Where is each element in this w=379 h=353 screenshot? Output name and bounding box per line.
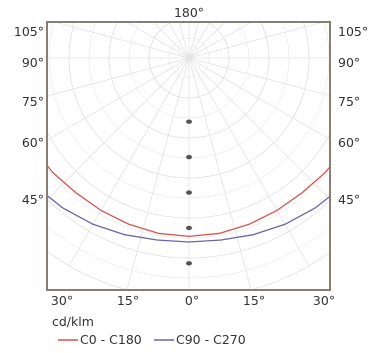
radial-value-marker	[186, 119, 192, 124]
grid-spoke	[188, 23, 251, 59]
grid-spoke	[188, 23, 322, 59]
series-layer	[48, 165, 329, 243]
grid-spoke	[68, 57, 190, 267]
grid-circle	[48, 199, 329, 259]
grid-spoke	[188, 57, 310, 267]
grid-spoke	[126, 57, 190, 289]
grid-circle	[48, 251, 329, 289]
left-angle-label-105: 105°	[14, 24, 44, 39]
grid-spoke	[153, 23, 190, 59]
bottom-angle-label-0: 0°	[185, 293, 199, 308]
right-angle-label-60: 60°	[338, 135, 360, 150]
left-angle-label-75: 75°	[22, 94, 44, 109]
top-angle-label: 180°	[174, 5, 204, 20]
bottom-angle-label-30-right: 30°	[313, 293, 335, 308]
series-line-c90-c270	[48, 195, 329, 243]
polar-grid	[48, 23, 329, 289]
bottom-angle-label-15-right: 15°	[243, 293, 265, 308]
unit-label: cd/klm	[52, 314, 94, 329]
right-angle-label-45: 45°	[338, 192, 360, 207]
left-angle-label-45: 45°	[22, 192, 44, 207]
grid-spoke	[188, 57, 329, 96]
grid-spoke	[188, 57, 252, 289]
radial-value-marker	[186, 261, 192, 266]
grid-spoke	[188, 57, 329, 140]
left-angle-label-90: 90°	[22, 55, 44, 70]
series-line-c0-c180	[48, 165, 329, 238]
grid-spoke	[127, 23, 190, 59]
plot-frame	[46, 21, 331, 291]
grid-spoke	[188, 23, 225, 59]
grid-spoke	[48, 57, 190, 97]
grid-spoke	[48, 57, 190, 200]
right-angle-label-75: 75°	[338, 94, 360, 109]
grid-spoke	[48, 57, 190, 140]
grid-spoke	[188, 23, 210, 59]
radial-value-marker	[186, 154, 192, 160]
radial-value-marker	[186, 190, 192, 195]
legend-label-c90-c270: C90 - C270	[176, 332, 246, 347]
left-angle-label-60: 60°	[22, 135, 44, 150]
grid-spoke	[188, 57, 329, 199]
right-angle-label-90: 90°	[338, 55, 360, 70]
radial-value-markers	[186, 119, 192, 266]
legend-label-c0-c180: C0 - C180	[80, 332, 142, 347]
grid-spoke	[168, 23, 190, 59]
right-angle-label-105: 105°	[338, 24, 368, 39]
radial-value-marker	[186, 225, 192, 231]
legend: C0 - C180 C90 - C270	[58, 332, 246, 347]
bottom-angle-label-30-left: 30°	[51, 293, 73, 308]
bottom-angle-label-15-left: 15°	[117, 293, 139, 308]
grid-spoke	[56, 23, 190, 59]
